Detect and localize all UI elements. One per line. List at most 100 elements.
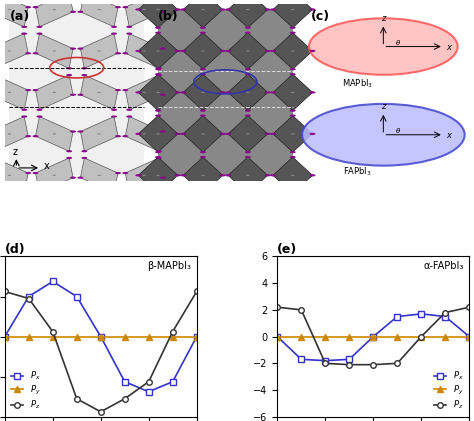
Circle shape [70,48,76,50]
$P_y$ [194,334,200,339]
Circle shape [270,91,276,93]
Text: x: x [446,131,451,140]
Text: (b): (b) [158,10,179,22]
$P_x$ [322,358,328,363]
Text: $\theta$: $\theta$ [395,38,401,47]
Circle shape [200,68,206,70]
Circle shape [8,175,11,176]
$P_y$ [322,334,328,339]
Polygon shape [125,158,163,193]
$P_x$ [170,379,175,384]
Circle shape [200,192,206,195]
Circle shape [135,133,141,135]
Circle shape [135,50,141,52]
Circle shape [8,50,11,52]
$P_y$ [50,334,55,339]
Circle shape [70,131,76,133]
Circle shape [156,67,162,69]
Text: $\theta$: $\theta$ [395,126,401,135]
Circle shape [155,115,161,117]
$P_y$ [2,334,8,339]
Circle shape [33,6,38,8]
Circle shape [8,9,11,10]
Circle shape [66,74,72,76]
Circle shape [122,135,128,137]
$P_z$ [442,310,448,315]
$P_x$ [299,357,304,362]
Circle shape [302,104,465,165]
Circle shape [291,50,294,52]
Circle shape [290,115,296,117]
$P_y$ [419,334,424,339]
Circle shape [160,48,166,50]
Polygon shape [0,0,28,27]
Circle shape [245,109,251,112]
Circle shape [155,27,161,29]
Line: $P_y$: $P_y$ [274,334,472,339]
Circle shape [291,133,294,135]
Circle shape [122,172,128,174]
Circle shape [200,156,206,158]
Polygon shape [228,74,268,111]
Polygon shape [0,158,28,193]
Circle shape [122,89,128,91]
Circle shape [290,27,296,29]
Circle shape [21,109,27,111]
Circle shape [160,11,166,13]
Circle shape [200,32,206,34]
Polygon shape [36,158,73,193]
Circle shape [201,133,205,135]
Circle shape [160,93,166,96]
Text: (c): (c) [311,10,330,22]
Text: MAPbI$_3$: MAPbI$_3$ [342,77,374,90]
Circle shape [156,133,160,135]
Circle shape [77,48,83,50]
Polygon shape [183,0,223,28]
$P_y$ [26,334,32,339]
Circle shape [142,133,146,135]
Circle shape [180,174,186,176]
Polygon shape [36,75,73,110]
Circle shape [200,109,206,112]
Circle shape [290,109,296,112]
Circle shape [156,50,160,52]
Circle shape [25,89,31,91]
$P_x$ [394,314,400,319]
Circle shape [36,32,42,35]
Circle shape [98,92,101,93]
Circle shape [156,92,160,93]
Text: z: z [381,14,385,23]
Circle shape [142,175,146,176]
Polygon shape [0,117,28,151]
Circle shape [245,27,251,29]
$P_x$ [98,334,103,339]
Text: z: z [381,102,385,111]
Circle shape [200,151,206,153]
Circle shape [115,6,121,8]
Circle shape [201,92,205,93]
Circle shape [126,26,132,28]
Text: (a): (a) [9,10,30,22]
$P_x$ [2,334,8,339]
Polygon shape [273,116,312,152]
Circle shape [200,115,206,117]
Circle shape [25,52,31,54]
Circle shape [246,175,250,176]
$P_x$ [419,312,424,317]
Circle shape [126,192,132,194]
Circle shape [82,150,87,152]
Polygon shape [273,0,312,28]
Text: FAPbI$_3$: FAPbI$_3$ [343,165,372,178]
Circle shape [142,50,146,52]
Circle shape [66,157,72,159]
Polygon shape [36,117,73,151]
Circle shape [142,9,146,10]
Polygon shape [125,75,163,110]
$P_z$ [122,396,128,401]
Circle shape [33,172,38,174]
Circle shape [156,74,162,76]
Circle shape [180,8,186,11]
Circle shape [53,175,56,176]
$P_y$ [299,334,304,339]
$P_x$ [50,279,55,284]
